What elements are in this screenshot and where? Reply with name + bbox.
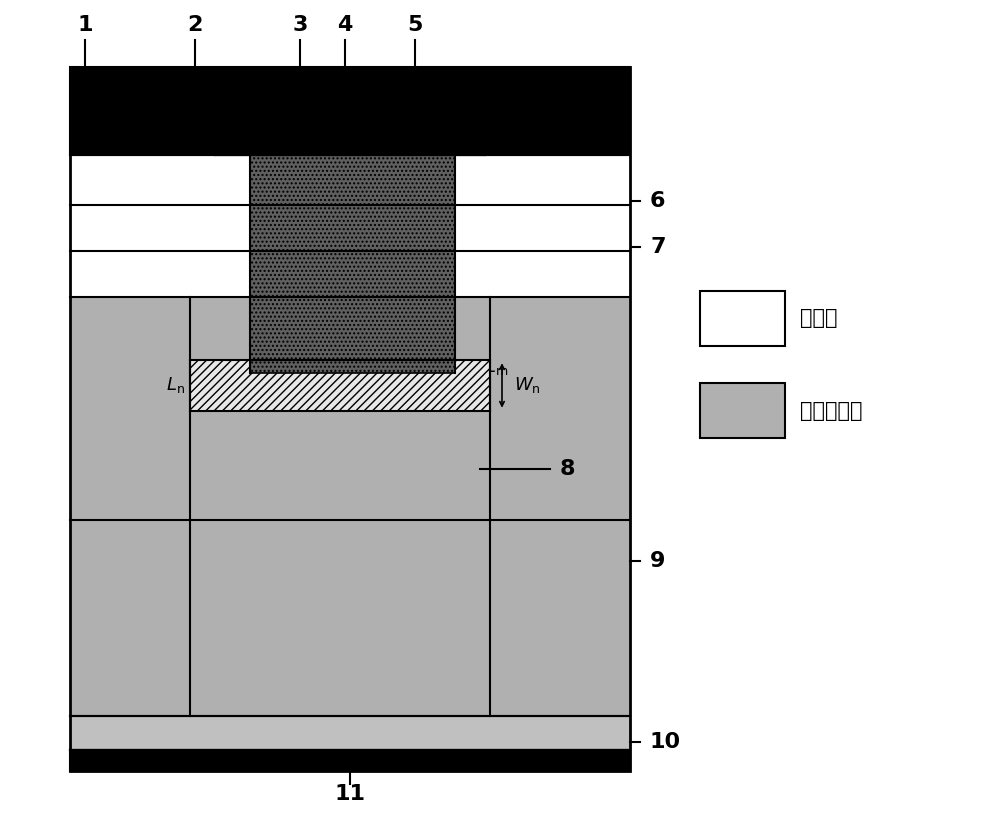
Bar (70, 155, 630, 205)
Bar (700, 384, 785, 437)
Bar (700, 291, 785, 345)
Text: $W_{\rm n}$: $W_{\rm n}$ (514, 375, 541, 396)
Text: 硅材料: 硅材料 (800, 308, 837, 328)
Bar (215, 105, 485, 155)
Text: $L_{\rm m}$: $L_{\rm m}$ (485, 357, 508, 376)
Bar (190, 360, 490, 411)
Bar (490, 251, 630, 297)
Text: 3: 3 (292, 15, 308, 35)
Text: $L_{\rm n}$: $L_{\rm n}$ (166, 375, 185, 396)
Text: 8: 8 (560, 459, 576, 479)
Text: 6: 6 (650, 191, 666, 211)
Text: 5: 5 (407, 15, 423, 35)
Bar (190, 297, 490, 716)
Text: 10: 10 (650, 732, 681, 752)
Bar (70, 205, 630, 251)
Text: 4: 4 (337, 15, 353, 35)
Text: 11: 11 (334, 784, 366, 804)
Bar (70, 67, 630, 771)
Bar (70, 67, 630, 771)
Text: 7: 7 (650, 237, 666, 257)
Bar (70, 67, 630, 155)
Bar (250, 155, 455, 373)
Text: 碳化硅材料: 碳化硅材料 (800, 401, 862, 421)
Bar (70, 251, 190, 297)
Bar (70, 750, 630, 771)
Text: 9: 9 (650, 551, 665, 572)
Bar (70, 297, 630, 716)
Text: 1: 1 (77, 15, 93, 35)
Bar (70, 716, 630, 750)
Text: 2: 2 (187, 15, 203, 35)
